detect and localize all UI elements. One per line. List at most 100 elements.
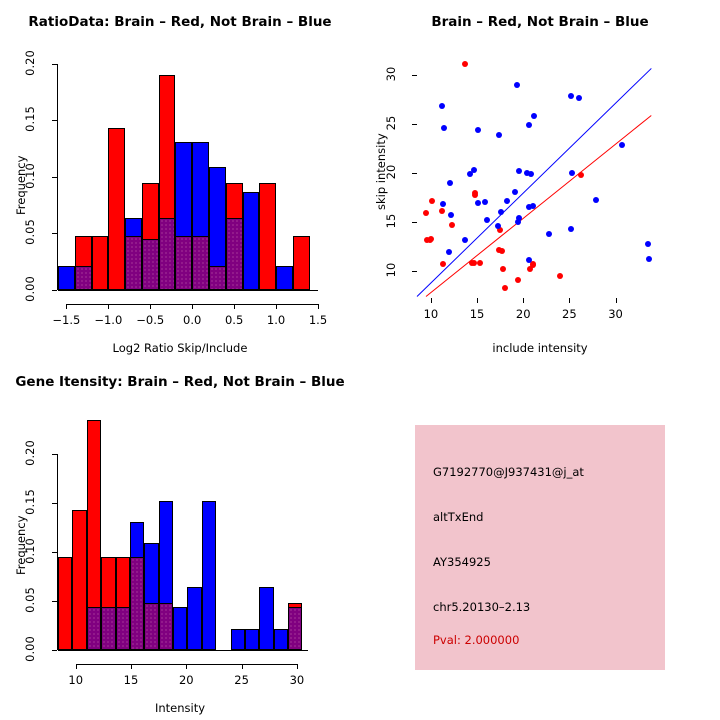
histogram-bar-not-brain <box>230 629 245 650</box>
scatter-point-not-brain <box>484 217 491 224</box>
histogram-bar-overlap <box>144 603 159 650</box>
x-axis-tick <box>318 304 319 309</box>
scatter-point-not-brain <box>514 219 521 226</box>
x-axis-tick-label: 30 <box>289 673 305 687</box>
histogram-bar-overlap <box>225 217 243 290</box>
histogram-bar-not-brain <box>242 191 260 290</box>
histogram-bar-not-brain <box>259 587 274 650</box>
scatter-y-axis-tick-label: 15 <box>384 213 398 229</box>
gene-plot-region: 0.00 0.05 0.10 0.15 0.20 10 15 20 25 30 <box>23 420 308 687</box>
scatter-point-not-brain <box>593 196 600 203</box>
scatter-point-not-brain <box>462 236 468 243</box>
histogram-bar-overlap <box>125 235 142 290</box>
histogram-bar-not-brain <box>244 629 260 650</box>
y-axis-tick-label: 0.10 <box>23 163 37 189</box>
scatter-y-axis-tick <box>412 74 417 76</box>
scatter-point-not-brain <box>496 131 503 138</box>
scatter-point-not-brain <box>482 198 489 205</box>
scatter-point-not-brain <box>495 223 502 230</box>
scatter-point-not-brain <box>645 255 652 262</box>
y-axis-tick-label: 0.00 <box>23 636 37 662</box>
scatter-point-not-brain <box>644 240 651 247</box>
y-axis-tick <box>52 601 57 603</box>
histogram-bar-overlap <box>208 266 226 290</box>
scatter-y-axis-tick-label: 25 <box>384 115 398 131</box>
scatter-point-brain <box>471 259 478 266</box>
y-axis-tick <box>52 120 57 122</box>
y-axis-tick-label: 0.10 <box>23 538 37 564</box>
x-axis-tick <box>66 304 68 309</box>
x-axis-tick-label: 15 <box>123 673 139 687</box>
scatter-point-brain <box>428 197 435 204</box>
scatter-point-not-brain <box>513 81 520 88</box>
x-axis-tick-label: −1.5 <box>52 313 81 327</box>
scatter-x-axis-tick <box>477 298 479 303</box>
y-axis-tick <box>52 454 57 456</box>
scatter-x-axis-label: include intensity <box>492 341 588 355</box>
histogram-bar-not-brain <box>276 266 293 290</box>
histogram-bar-not-brain <box>273 629 289 650</box>
x-axis-tick <box>108 304 110 309</box>
annotation-background: G7192770@J937431@j_at altTxEnd AY354925 … <box>415 425 665 670</box>
scatter-point-brain <box>499 266 506 273</box>
y-axis-tick <box>52 552 57 554</box>
histogram-bar-overlap <box>175 235 193 290</box>
x-axis-tick <box>234 304 236 309</box>
scatter-point-not-brain <box>474 199 481 206</box>
histogram-bar-overlap <box>158 603 174 650</box>
scatter-point-brain <box>557 273 564 280</box>
accession-text: AY354925 <box>433 555 491 569</box>
gene-panel-title: Gene Itensity: Brain – Red, Not Brain – … <box>15 374 345 390</box>
histogram-baseline <box>58 290 318 291</box>
scatter-point-not-brain <box>546 231 552 238</box>
histogram-bar-brain <box>108 128 126 290</box>
ratio-plot-region: 0.00 0.05 0.10 0.15 0.20 −1.5 −1.0 −0.5 0.0 0.5 1.… <box>23 50 327 327</box>
scatter-x-axis-tick <box>615 298 617 303</box>
y-axis-tick-label: 0.05 <box>23 219 37 246</box>
scatter-point-not-brain <box>448 212 455 219</box>
scatter-point-not-brain <box>525 256 532 263</box>
y-axis-tick <box>52 63 57 65</box>
scatter-point-brain <box>449 222 456 229</box>
x-axis-tick-label: 1.0 <box>266 313 286 327</box>
x-axis-tick <box>131 664 132 669</box>
scatter-point-brain <box>578 172 585 179</box>
scatter-point-brain <box>423 210 430 217</box>
histogram-bar-overlap <box>115 606 130 650</box>
scatter-point-brain <box>438 208 445 215</box>
histogram-bar-brain <box>259 182 277 290</box>
scatter-point-not-brain <box>525 204 532 211</box>
scatter-y-axis-tick-label: 30 <box>384 66 398 82</box>
histogram-bar-brain <box>58 557 73 650</box>
scatter-point-not-brain <box>466 171 473 178</box>
histogram-bar-not-brain <box>201 501 217 650</box>
scatter-point-brain <box>476 259 483 266</box>
y-axis-tick <box>52 650 57 651</box>
scatter-x-axis-tick-label: 10 <box>423 307 439 321</box>
scatter-point-not-brain <box>575 95 582 102</box>
histogram-bar-overlap <box>86 606 102 650</box>
scatter-point-not-brain <box>503 197 510 204</box>
histogram-x-axis <box>66 304 318 305</box>
scatter-point-not-brain <box>439 200 446 207</box>
histogram-bar-overlap <box>141 239 159 290</box>
scatter-point-not-brain <box>569 170 576 177</box>
scatter-point-not-brain <box>523 170 530 177</box>
histogram-bar-overlap <box>74 266 92 290</box>
histogram-bar-overlap <box>192 235 209 290</box>
x-axis-tick-label: 10 <box>68 673 84 687</box>
y-axis-tick-label: 0.20 <box>23 440 37 467</box>
panel-intensity-scatter: Brain – Red, Not Brain – Blue skip inten… <box>360 0 720 360</box>
histogram-bar-brain <box>91 235 109 290</box>
scatter-point-brain <box>498 247 505 254</box>
y-axis-tick-label: 0.20 <box>23 49 37 76</box>
scatter-point-brain <box>530 260 537 267</box>
scatter-point-not-brain <box>446 248 453 255</box>
locus-text: chr5.20130–2.13 <box>433 600 531 614</box>
scatter-point-not-brain <box>447 179 454 186</box>
x-axis-tick-label: −1.0 <box>94 313 123 327</box>
x-axis-tick <box>276 304 278 309</box>
x-axis-tick-label: 0.5 <box>224 313 244 327</box>
histogram-bar-overlap <box>288 606 303 650</box>
